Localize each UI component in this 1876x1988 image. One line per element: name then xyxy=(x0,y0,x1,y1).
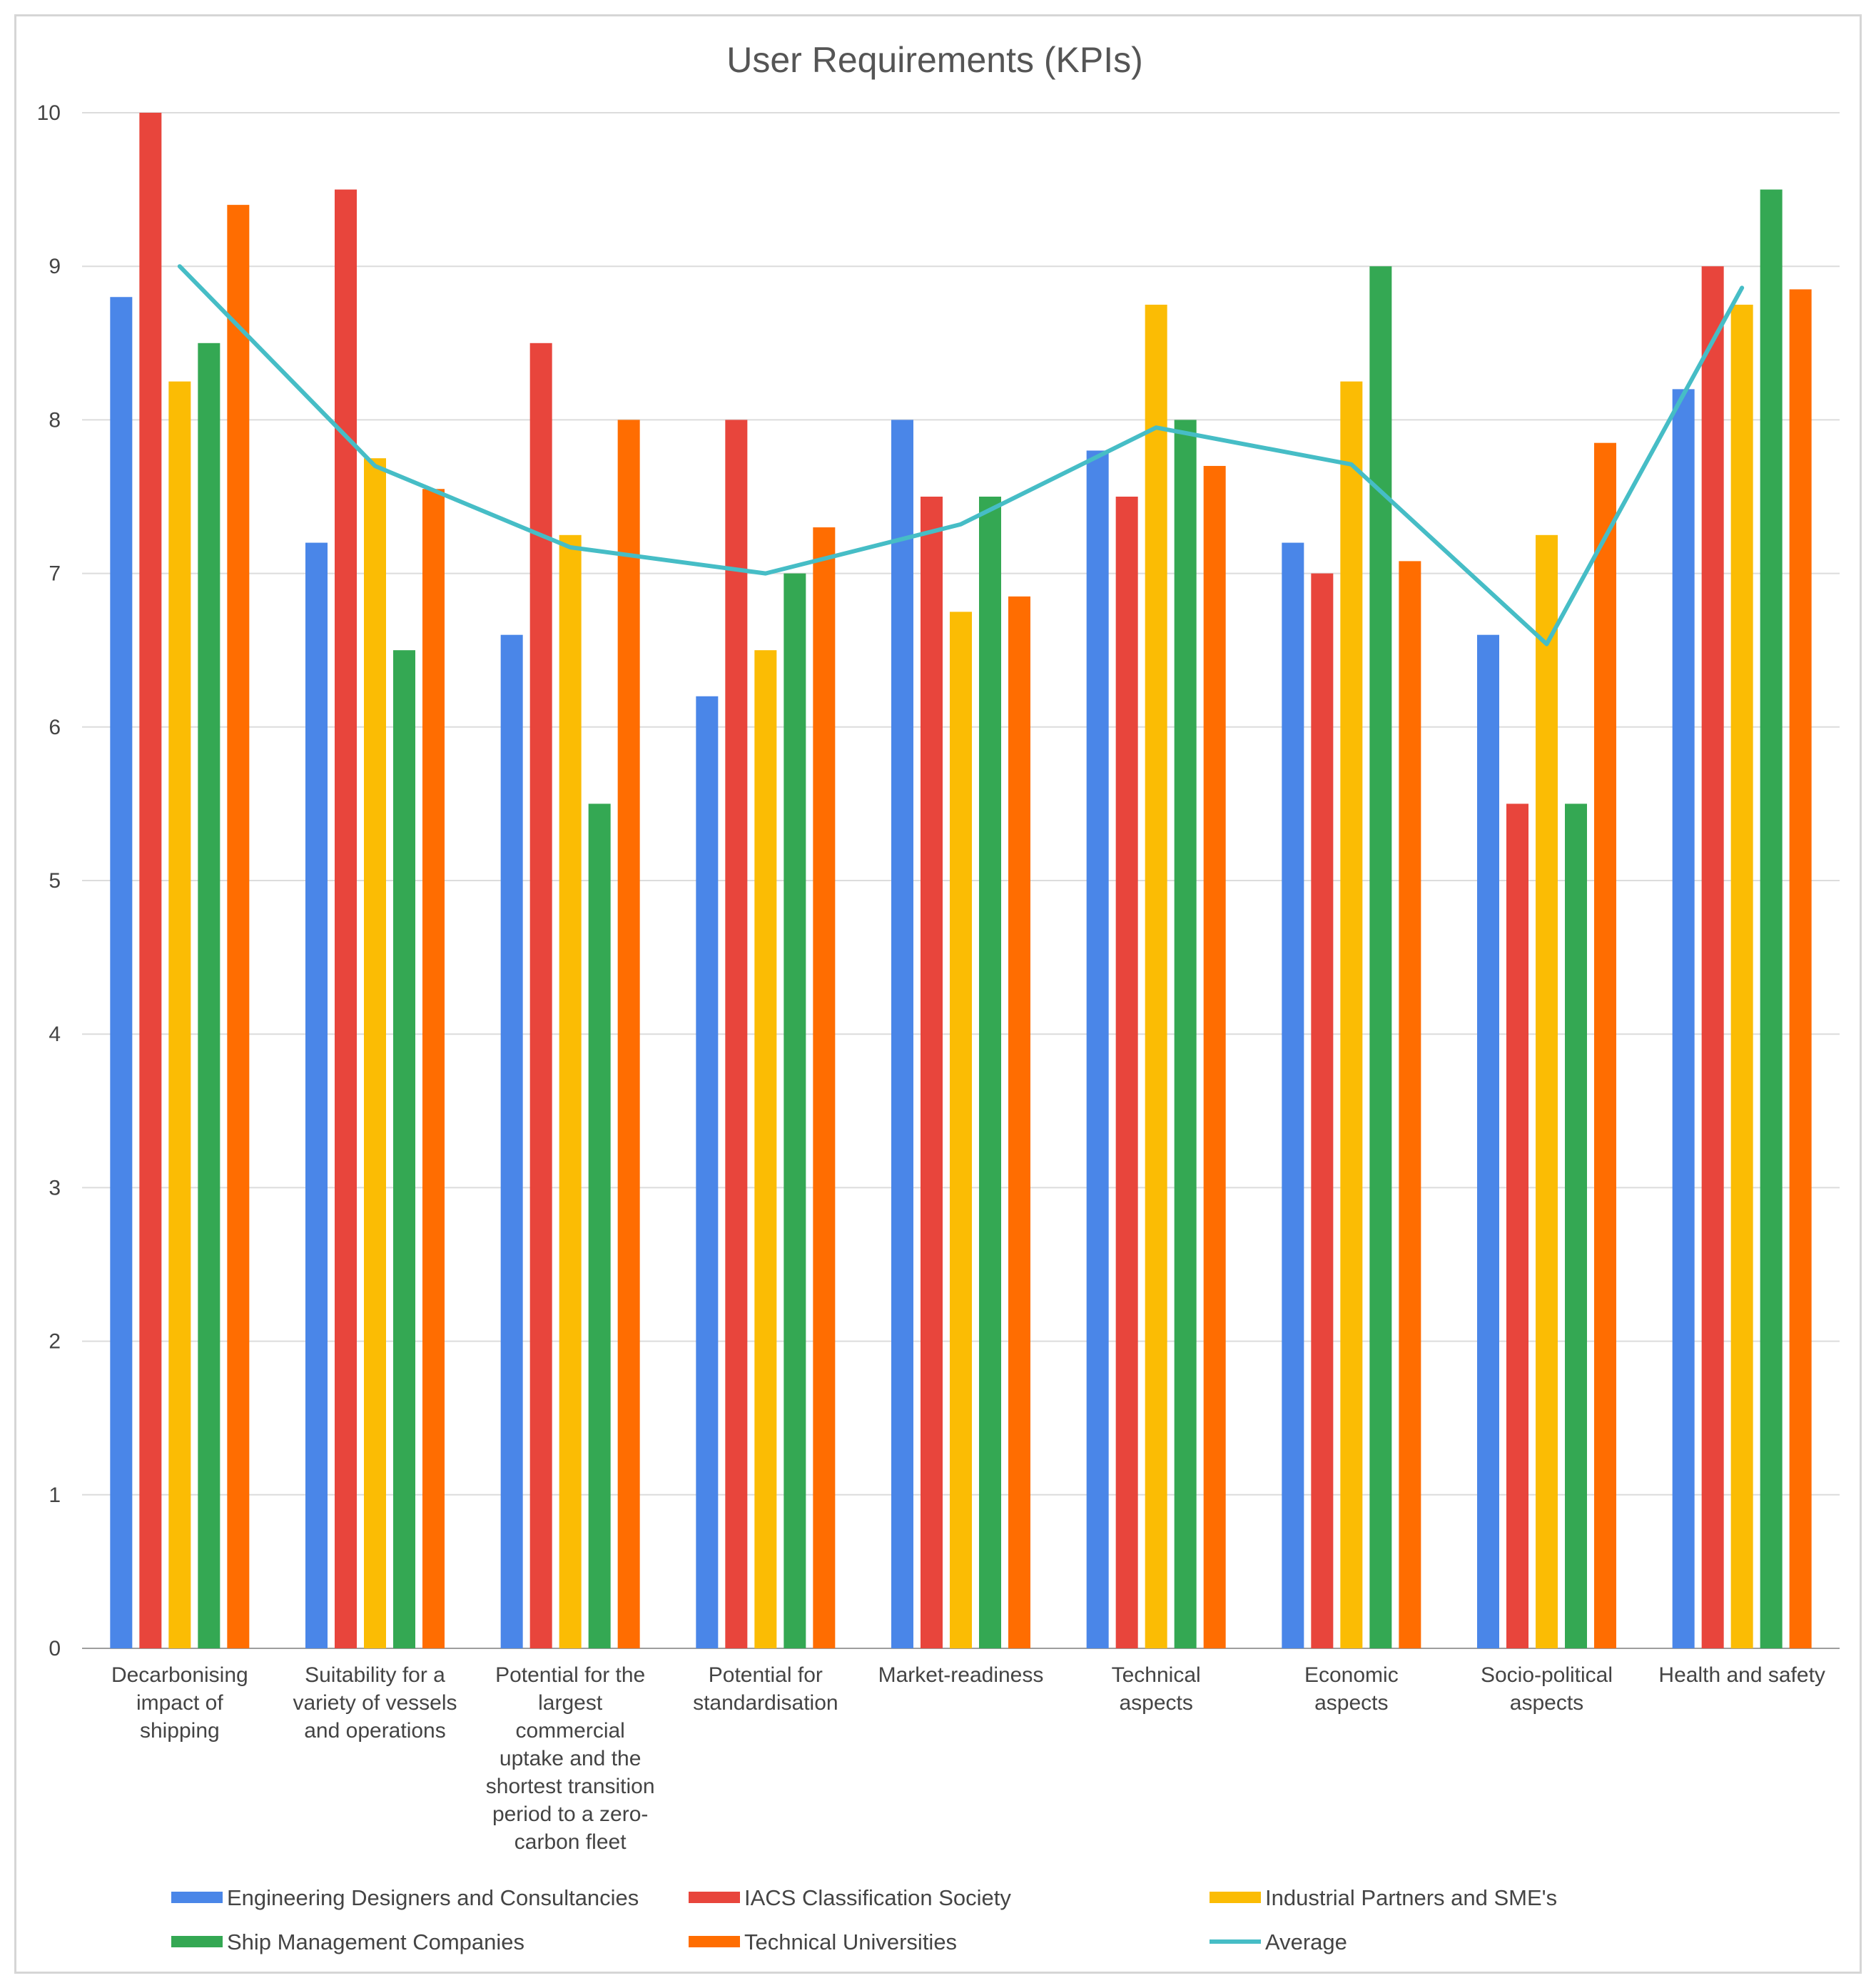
bar-4-7 xyxy=(1369,266,1392,1649)
y-tick-label: 1 xyxy=(49,1484,61,1507)
bar-4-3 xyxy=(588,803,611,1648)
legend-swatch xyxy=(689,1892,740,1903)
legend-swatch xyxy=(171,1892,223,1903)
legend-item: Engineering Designers and Consultancies xyxy=(171,1885,639,1910)
bar-5-7 xyxy=(1399,561,1421,1648)
legend-item: Industrial Partners and SME's xyxy=(1210,1885,1557,1910)
legend-label: Technical Universities xyxy=(744,1929,957,1954)
legend-item: Technical Universities xyxy=(689,1929,957,1954)
bar-1-3 xyxy=(500,634,523,1649)
x-axis-labels: Decarbonising impact of shipping Suitabilit… xyxy=(111,1663,1825,1854)
legend-label: Industrial Partners and SME's xyxy=(1265,1885,1557,1910)
bar-2-1 xyxy=(139,113,162,1648)
bar-1-2 xyxy=(305,542,328,1648)
bar-4-9 xyxy=(1760,189,1783,1649)
chart-frame: User Requirements (KPIs) 0 1 2 3 4 5 6 7 8 9 10 De… xyxy=(14,14,1862,1974)
bar-2-7 xyxy=(1311,573,1334,1648)
bar-3-6 xyxy=(1145,305,1167,1648)
bar-5-1 xyxy=(227,205,250,1648)
bar-4-2 xyxy=(393,650,415,1649)
bar-2-2 xyxy=(335,189,357,1649)
x-tick-label: Potential for the largest commercial uptake… xyxy=(486,1663,655,1854)
bar-1-4 xyxy=(696,696,719,1648)
legend-swatch xyxy=(689,1936,740,1947)
legend-label: Ship Management Companies xyxy=(227,1929,524,1954)
bar-3-8 xyxy=(1536,534,1558,1648)
bar-4-6 xyxy=(1174,420,1197,1648)
legend-item: Average xyxy=(1210,1929,1347,1954)
x-tick-label: Economic aspects xyxy=(1304,1663,1399,1715)
chart: User Requirements (KPIs) 0 1 2 3 4 5 6 7 8 9 10 De… xyxy=(37,40,1840,1954)
bar-3-7 xyxy=(1340,381,1363,1648)
y-tick-label: 8 xyxy=(49,408,61,432)
bar-2-4 xyxy=(725,420,748,1648)
bar-3-5 xyxy=(950,612,972,1648)
y-tick-label: 2 xyxy=(49,1330,61,1354)
x-tick-label: Decarbonising impact of shipping xyxy=(111,1663,248,1743)
legend-swatch xyxy=(171,1936,223,1947)
bar-4-1 xyxy=(198,343,220,1648)
bar-5-5 xyxy=(1008,596,1030,1648)
bar-2-8 xyxy=(1506,803,1528,1648)
y-tick-label: 5 xyxy=(49,869,61,893)
bar-1-7 xyxy=(1282,542,1304,1648)
bar-3-1 xyxy=(168,381,191,1648)
y-tick-label: 7 xyxy=(49,562,61,586)
y-tick-label: 3 xyxy=(49,1176,61,1200)
bar-1-1 xyxy=(110,297,133,1648)
bar-5-4 xyxy=(813,527,836,1648)
legend-label: IACS Classification Society xyxy=(744,1885,1011,1910)
legend-label: Average xyxy=(1265,1929,1347,1954)
bar-5-9 xyxy=(1789,289,1812,1649)
bar-4-4 xyxy=(784,573,806,1648)
bar-4-8 xyxy=(1565,803,1587,1648)
legend-item: IACS Classification Society xyxy=(689,1885,1011,1910)
bar-5-8 xyxy=(1594,442,1616,1649)
chart-title: User Requirements (KPIs) xyxy=(726,40,1143,80)
legend-swatch xyxy=(1210,1892,1261,1903)
y-axis-ticks: 0 1 2 3 4 5 6 7 8 9 10 xyxy=(37,101,61,1660)
average-line-group xyxy=(177,264,1745,646)
legend-label: Engineering Designers and Consultancies xyxy=(227,1885,639,1910)
average-line xyxy=(177,264,1745,646)
legend-item: Ship Management Companies xyxy=(171,1929,524,1954)
bar-2-9 xyxy=(1701,266,1724,1649)
bar-3-3 xyxy=(559,534,582,1648)
bar-3-9 xyxy=(1730,305,1753,1648)
x-tick-label: Potential for standardisation xyxy=(693,1663,838,1715)
bar-2-3 xyxy=(529,343,552,1648)
bar-1-9 xyxy=(1672,389,1695,1648)
y-tick-label: 9 xyxy=(49,255,61,278)
bar-2-6 xyxy=(1115,497,1138,1648)
x-tick-label: Health and safety xyxy=(1658,1663,1825,1687)
bar-3-2 xyxy=(364,458,386,1649)
y-tick-label: 6 xyxy=(49,716,61,739)
bars xyxy=(110,113,1812,1649)
bar-3-4 xyxy=(754,650,777,1649)
bar-1-6 xyxy=(1086,450,1109,1649)
y-tick-label: 10 xyxy=(37,101,61,125)
y-tick-label: 4 xyxy=(49,1023,61,1046)
y-tick-label: 0 xyxy=(49,1637,61,1660)
bar-4-5 xyxy=(979,497,1001,1648)
bar-5-3 xyxy=(617,420,640,1648)
bar-5-2 xyxy=(422,489,445,1648)
bar-2-5 xyxy=(921,497,943,1648)
x-tick-label: Socio-political aspects xyxy=(1481,1663,1613,1715)
bar-1-8 xyxy=(1477,634,1499,1649)
x-tick-label: Market-readiness xyxy=(878,1663,1044,1687)
x-tick-label: Suitability for a variety of vessels and o… xyxy=(293,1663,457,1743)
bar-1-5 xyxy=(891,420,913,1648)
x-tick-label: Technical aspects xyxy=(1112,1663,1201,1715)
legend: Engineering Designers and Consultancies I… xyxy=(171,1885,1557,1954)
bar-5-6 xyxy=(1203,465,1226,1649)
